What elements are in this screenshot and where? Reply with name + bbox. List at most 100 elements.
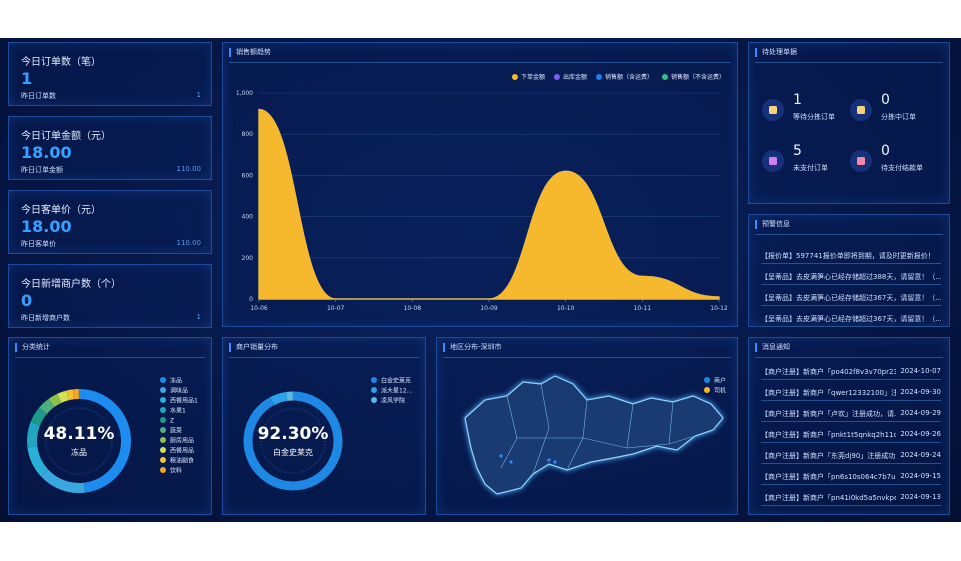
legend-label: 水果1 (170, 407, 186, 415)
message-date: 2024-09-15 (900, 472, 941, 480)
kpi-title: 今日新增商户数（个） (21, 279, 121, 290)
donut-segment (78, 389, 131, 493)
center-value: 48.11% (44, 424, 115, 444)
message-date: 2024-09-30 (900, 388, 941, 396)
donut-segment (66, 389, 75, 401)
panel: 今日客单价（元） 18.00 昨日客单价 110.00 (8, 190, 212, 254)
message-text: 【商户注册】新商户「pnkt1t5qnkq2h11o2p... (761, 431, 896, 439)
legend-label: 蔬菜 (170, 427, 182, 435)
legend-label: 厨房用品 (170, 437, 194, 445)
alert-item: 【报价单】597741报价单即将到期，请及时更新报价！ (761, 252, 935, 260)
title-underline (229, 62, 731, 63)
kpi-sub-value: 1 (196, 313, 201, 321)
kpi-value: 18.00 (21, 217, 72, 236)
area (258, 108, 720, 300)
alert-divider (761, 284, 941, 285)
area (258, 108, 720, 300)
title-underline (755, 62, 943, 63)
panel: 今日订单数（笔） 1 昨日订单数 1 (8, 42, 212, 106)
panel: 今日新增商户数（个） 0 昨日新增商户数 1 (8, 264, 212, 328)
donut-segment (27, 445, 49, 477)
legend-label: 白金史莱克 (381, 377, 411, 385)
alert-item: 【呈蒂品】去皮满笋心已经存储超过388天，请留意！（... (761, 273, 941, 281)
legend-swatch (704, 377, 710, 383)
panel-title: 地区分布-深圳市 (443, 343, 502, 352)
legend-swatch (371, 397, 377, 403)
legend-swatch (511, 74, 518, 80)
panel: 今日订单金额（元） 18.00 昨日订单金额 110.00 (8, 116, 212, 180)
x-tick-label: 10-11 (634, 305, 652, 312)
donut-segment (27, 421, 41, 448)
panel: 分类统计 48.11% 冻品 冻品 调味品 西餐用品1 水果1 Z 蔬菜 厨房用品 西餐用品 粮油副食… (8, 337, 212, 515)
x-tick-label: 10-08 (404, 305, 422, 312)
donut-segment (39, 398, 55, 415)
pending-value: 0 (881, 143, 890, 159)
panel-title: 待处理单据 (755, 48, 797, 57)
icon (857, 157, 865, 165)
center-label: 白金史莱克 (273, 447, 313, 457)
panel: 地区分布-深圳市商户 司机 (436, 337, 738, 515)
y-tick-label: 200 (242, 255, 254, 262)
panel-title: 预警信息 (755, 220, 790, 229)
icon (769, 157, 777, 165)
message-date: 2024-09-26 (900, 430, 941, 438)
panel: 待处理单据 1 等待分拣订单 0 分拣中订单 5 未支付订单 0 待支付结款单 (748, 42, 950, 204)
donut-segment (57, 390, 69, 403)
legend-label: Z (170, 418, 174, 425)
title-underline (443, 357, 731, 358)
message-text: 【商户注册】新商户「pn41i0kd5a5nvkpepvj... (761, 494, 896, 502)
legend-swatch (704, 387, 710, 393)
icon (857, 106, 865, 114)
pending-label: 分拣中订单 (881, 113, 916, 121)
map-point (509, 460, 513, 464)
kpi-value: 18.00 (21, 143, 72, 162)
legend-label: 西餐用品 (170, 447, 194, 455)
title-underline (229, 357, 419, 358)
pending-value: 0 (881, 92, 890, 108)
map-region (464, 375, 724, 495)
message-text: 【商户注册】新商户「pn6s10s064c7b7ul38... (761, 473, 896, 481)
message-text: 【商户注册】新商户「po402f8v3v70pr238k... (761, 368, 896, 376)
legend-swatch (371, 387, 377, 393)
message-date: 2024-09-29 (900, 409, 941, 417)
legend-label: 凌风学院 (381, 397, 405, 405)
x-tick-label: 10-07 (327, 305, 345, 312)
legend-swatch (553, 74, 560, 80)
alert-divider (761, 326, 941, 327)
x-tick-label: 10-10 (557, 305, 575, 312)
kpi-sub-label: 昨日订单金额 (21, 166, 63, 174)
area (258, 108, 720, 300)
y-tick-label: 800 (242, 131, 254, 138)
message-divider (761, 484, 941, 485)
ring-track (45, 407, 113, 475)
map-point (499, 454, 503, 458)
panel-title: 分类统计 (15, 343, 50, 352)
map-point (547, 458, 551, 462)
panel: 商户销量分布 92.30% 白金史莱克 白金史莱克 派大星12... 凌风学院 (222, 337, 426, 515)
y-tick-label: 400 (242, 214, 254, 221)
donut-segment (243, 391, 343, 491)
message-text: 【商户注册】新商户「卢欢」注册成功，请... (761, 410, 896, 418)
panel: 消息通知【商户注册】新商户「po402f8v3v70pr238k... 2024-… (748, 337, 950, 515)
message-text: 【商户注册】新商户「东莞dj90」注册成功，... (761, 452, 896, 460)
title-underline (15, 357, 205, 358)
message-date: 2024-09-13 (900, 493, 941, 501)
kpi-title: 今日客单价（元） (21, 205, 101, 216)
legend-swatch (160, 457, 166, 463)
kpi-sub-label: 昨日客单价 (21, 240, 56, 248)
panel-title: 商户销量分布 (229, 343, 278, 352)
area (258, 108, 720, 300)
x-tick-label: 10-09 (480, 305, 498, 312)
legend-swatch (160, 387, 166, 393)
legend-label: 商户 (714, 377, 726, 385)
chart (762, 99, 872, 172)
legend-label: 派大星12... (381, 387, 412, 395)
legend-swatch (371, 377, 377, 383)
kpi-sub-value: 110.00 (176, 165, 202, 173)
kpi-value: 1 (21, 69, 33, 88)
legend-label: 销售额（含运费） (605, 73, 653, 81)
